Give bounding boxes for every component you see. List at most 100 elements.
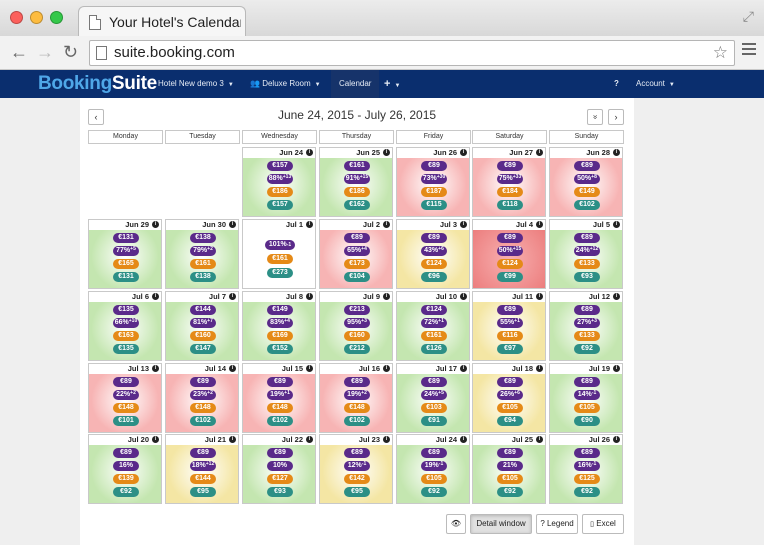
info-icon[interactable]: i (152, 293, 159, 300)
occupancy-value: 55% (500, 319, 515, 326)
detail-window-button[interactable]: Detail window (470, 514, 532, 534)
brand-logo[interactable]: BookingSuite (38, 73, 157, 95)
toggle-visibility-button[interactable]: 👁 (446, 514, 466, 534)
account-dropdown[interactable]: Account ▼ (630, 70, 681, 98)
calendar-day-cell[interactable]: Jul 22 i €89 10% €127 €93 (242, 434, 316, 504)
calendar-day-cell[interactable]: Jul 18 i €89 26%+6 €105 €94 (472, 363, 546, 433)
legend-button[interactable]: ? Legend (536, 514, 578, 534)
room-dropdown[interactable]: 👥 Deluxe Room ▼ (242, 70, 329, 98)
calendar-day-cell[interactable]: Jul 15 i €89 19%+1 €148 €102 (242, 363, 316, 433)
info-icon[interactable]: i (460, 436, 467, 443)
prev-range-button[interactable]: ‹ (88, 109, 104, 125)
nav-calendar[interactable]: Calendar (331, 70, 380, 98)
calendar-day-cell[interactable]: Jun 27 i €89 75%+33 €184 €118 (472, 147, 546, 217)
calendar-day-cell[interactable]: Jul 4 i €89 50%+15 €124 €99 (472, 219, 546, 289)
calendar-day-cell[interactable]: Jul 25 i €89 21% €105 €92 (472, 434, 546, 504)
info-icon[interactable]: i (306, 149, 313, 156)
info-icon[interactable]: i (536, 436, 543, 443)
occupancy-badge: 81%+7 (190, 318, 216, 328)
calendar-day-cell[interactable]: Jul 1 i 101%-1 €161 €273 (242, 219, 316, 289)
info-icon[interactable]: i (613, 365, 620, 372)
info-icon[interactable]: i (383, 436, 390, 443)
excel-button[interactable]: ▯ Excel (582, 514, 624, 534)
competitor-price-badge: €161 (421, 331, 447, 341)
bookmark-star-icon[interactable]: ☆ (712, 43, 728, 62)
calendar-day-cell[interactable]: Jul 13 i €89 22%+2 €148 €101 (88, 363, 162, 433)
calendar-day-cell[interactable]: Jun 28 i €89 50%+8 €149 €102 (549, 147, 623, 217)
calendar-day-cell[interactable]: Jul 24 i €89 19%-1 €105 €92 (396, 434, 470, 504)
info-icon[interactable]: i (306, 436, 313, 443)
info-icon[interactable]: i (383, 149, 390, 156)
calendar-day-cell[interactable]: Jul 2 i €89 65%+4 €173 €104 (319, 219, 393, 289)
info-icon[interactable]: i (613, 149, 620, 156)
info-icon[interactable]: i (383, 365, 390, 372)
info-icon[interactable]: i (536, 293, 543, 300)
info-icon[interactable]: i (460, 221, 467, 228)
info-icon[interactable]: i (306, 293, 313, 300)
calendar-day-cell[interactable]: Jul 3 i €89 43%+6 €124 €96 (396, 219, 470, 289)
help-icon[interactable]: ? (608, 70, 625, 98)
info-icon[interactable]: i (229, 293, 236, 300)
calendar-day-cell[interactable]: Jul 20 i €89 16% €139 €92 (88, 434, 162, 504)
info-icon[interactable]: i (613, 293, 620, 300)
zoom-window-button[interactable] (50, 11, 63, 24)
info-icon[interactable]: i (613, 221, 620, 228)
info-icon[interactable]: i (152, 365, 159, 372)
info-icon[interactable]: i (613, 436, 620, 443)
calendar-day-cell[interactable]: Jul 5 i €89 24%+12 €133 €93 (549, 219, 623, 289)
info-icon[interactable]: i (306, 221, 313, 228)
next-range-button[interactable]: › (608, 109, 624, 125)
minimize-window-button[interactable] (30, 11, 43, 24)
calendar-day-cell[interactable]: Jul 6 i €135 66%+10 €163 €135 (88, 291, 162, 361)
calendar-day-cell[interactable]: Jul 9 i €213 95%+3 €160 €212 (319, 291, 393, 361)
info-icon[interactable]: i (536, 221, 543, 228)
calendar-day-cell[interactable]: Jul 21 i €89 18%+12 €144 €95 (165, 434, 239, 504)
collapse-button[interactable]: » (587, 109, 603, 125)
calendar-day-cell[interactable]: Jul 12 i €89 27%+3 €133 €92 (549, 291, 623, 361)
add-dropdown[interactable]: + ▼ (376, 70, 408, 98)
calendar-day-cell[interactable]: Jul 10 i €124 72%+1 €161 €126 (396, 291, 470, 361)
calendar-day-cell[interactable]: Jul 26 i €89 16%-1 €125 €92 (549, 434, 623, 504)
forward-icon[interactable]: → (36, 42, 54, 62)
back-icon[interactable]: ← (10, 42, 28, 62)
hotel-dropdown[interactable]: Hotel New demo 3 ▼ (150, 70, 242, 98)
calendar-day-cell[interactable]: Jun 29 i €131 77%+5 €165 €131 (88, 219, 162, 289)
calendar-day-cell[interactable]: Jun 26 i €89 73%+30 €187 €115 (396, 147, 470, 217)
calendar-day-cell[interactable]: Jun 30 i €138 79%+2 €161 €138 (165, 219, 239, 289)
info-icon[interactable]: i (460, 149, 467, 156)
info-icon[interactable]: i (229, 221, 236, 228)
calendar-day-cell[interactable]: Jul 16 i €89 19%+2 €148 €102 (319, 363, 393, 433)
browser-menu-icon[interactable] (742, 43, 756, 58)
info-icon[interactable]: i (306, 365, 313, 372)
info-icon[interactable]: i (229, 365, 236, 372)
info-icon[interactable]: i (460, 293, 467, 300)
calendar-day-cell[interactable]: Jul 7 i €144 81%+7 €160 €147 (165, 291, 239, 361)
close-window-button[interactable] (10, 11, 23, 24)
calendar-day-cell[interactable]: Jul 17 i €89 24%+5 €103 €91 (396, 363, 470, 433)
calendar-day-cell[interactable]: Jun 25 i €161 91%+15 €186 €162 (319, 147, 393, 217)
address-bar[interactable]: suite.booking.com ☆ (89, 40, 735, 66)
info-icon[interactable]: i (383, 221, 390, 228)
info-icon[interactable]: i (229, 436, 236, 443)
price-badge: €89 (497, 161, 523, 171)
calendar-day-cell[interactable]: Jul 8 i €149 83%+4 €169 €152 (242, 291, 316, 361)
info-icon[interactable]: i (536, 149, 543, 156)
calendar-day-cell[interactable]: Jul 19 i €89 14%-1 €105 €90 (549, 363, 623, 433)
calendar-day-cell[interactable]: Jul 14 i €89 23%+2 €148 €102 (165, 363, 239, 433)
fullscreen-icon[interactable]: ⤢ (742, 8, 754, 24)
info-icon[interactable]: i (152, 436, 159, 443)
info-icon[interactable]: i (152, 221, 159, 228)
info-icon[interactable]: i (383, 293, 390, 300)
info-icon[interactable]: i (460, 365, 467, 372)
occupancy-value: 19% (347, 391, 362, 398)
occupancy-delta: +15 (359, 174, 369, 180)
info-icon[interactable]: i (536, 365, 543, 372)
calendar-day-cell[interactable]: Jul 23 i €89 12%-1 €142 €95 (319, 434, 393, 504)
calendar-day-cell[interactable]: Jul 11 i €89 55%+1 €116 €97 (472, 291, 546, 361)
browser-tab[interactable]: Your Hotel's Calendar (78, 6, 246, 37)
day-status-area: €89 26%+6 €105 €94 (473, 374, 545, 432)
reload-icon[interactable]: ↻ (63, 42, 79, 62)
calendar-day-cell[interactable]: Jun 24 i €157 88%+13 €186 €157 (242, 147, 316, 217)
